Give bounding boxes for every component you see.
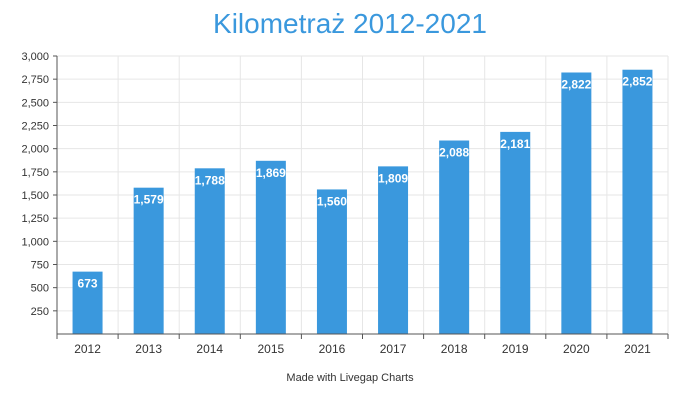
bar (561, 72, 592, 335)
data-label: 2,181 (500, 137, 530, 151)
bar (439, 140, 470, 334)
x-tick-label: 2019 (502, 342, 529, 356)
bar (194, 168, 225, 334)
y-tick-label: 750 (31, 260, 49, 272)
x-tick-label: 2015 (257, 342, 284, 356)
y-tick-label: 1,000 (21, 236, 49, 248)
data-label: 1,560 (317, 194, 347, 208)
data-label: 1,579 (134, 193, 164, 207)
x-tick-label: 2013 (135, 342, 162, 356)
footer-credit: Made with Livegap Charts (286, 372, 414, 384)
y-tick-label: 1,250 (21, 213, 49, 225)
y-tick-label: 500 (31, 283, 49, 295)
bar (500, 131, 531, 334)
y-tick-label: 2,750 (21, 74, 49, 86)
data-label: 1,869 (256, 166, 286, 180)
data-label: 2,852 (622, 75, 652, 89)
y-tick-label: 250 (31, 306, 49, 318)
data-label: 2,088 (439, 146, 469, 160)
x-tick-label: 2018 (441, 342, 468, 356)
y-tick-label: 2,250 (21, 121, 49, 133)
x-tick-label: 2014 (196, 342, 223, 356)
bar (133, 187, 164, 334)
data-label: 1,809 (378, 171, 408, 185)
bar (255, 160, 286, 334)
bar (622, 69, 653, 335)
x-tick-label: 2017 (380, 342, 407, 356)
data-label: 2,822 (561, 77, 591, 91)
x-tick-label: 2012 (74, 342, 101, 356)
x-tick-label: 2016 (319, 342, 346, 356)
y-tick-label: 2,000 (21, 144, 49, 156)
y-tick-label: 1,750 (21, 167, 49, 179)
y-tick-label: 2,500 (21, 97, 49, 109)
bar (72, 271, 103, 334)
x-tick-label: 2021 (624, 342, 651, 356)
y-tick-label: 1,500 (21, 190, 49, 202)
bar (316, 189, 347, 334)
data-label: 1,788 (195, 173, 225, 187)
data-label: 673 (78, 277, 98, 291)
x-tick-label: 2020 (563, 342, 590, 356)
bar (378, 166, 409, 334)
y-tick-label: 3,000 (21, 51, 49, 63)
chart-title: Kilometraż 2012-2021 (213, 8, 487, 39)
